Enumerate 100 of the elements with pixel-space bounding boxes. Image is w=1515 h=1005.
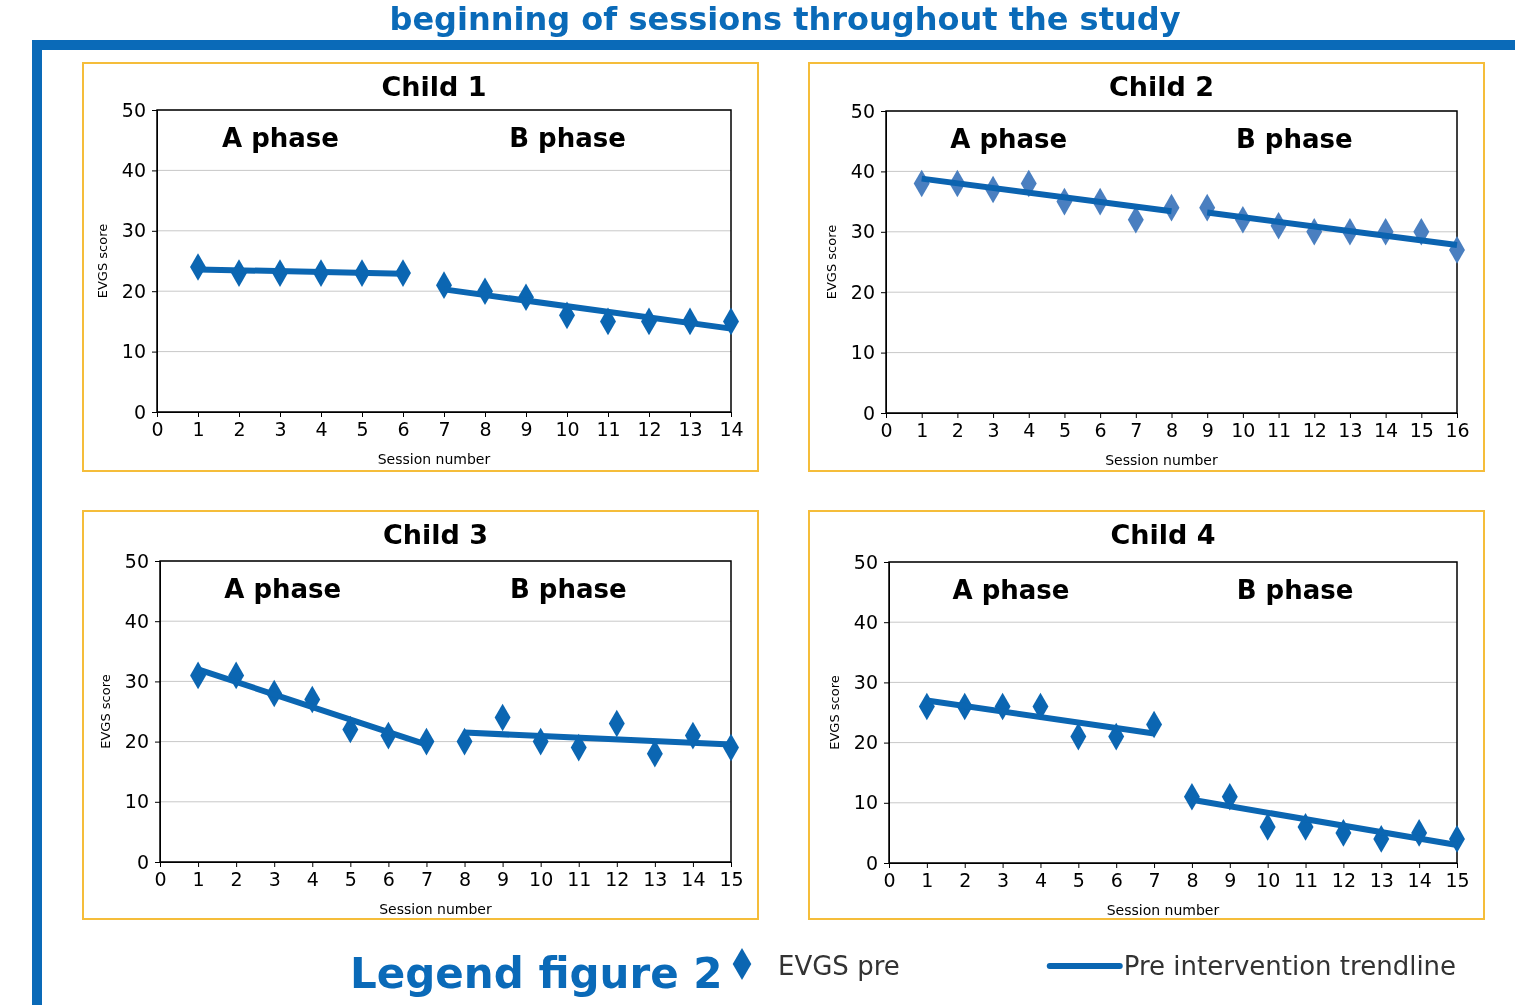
x-tick-label: 14: [1374, 419, 1399, 442]
x-tick-label: 8: [1165, 419, 1179, 442]
x-tick-label: 13: [643, 868, 668, 891]
annotation: A phase: [224, 574, 342, 604]
x-axis-title: Session number: [1106, 902, 1220, 918]
x-tick-label: 11: [1266, 419, 1292, 442]
x-tick-label: 6: [397, 418, 410, 441]
x-tick-label: 9: [520, 418, 533, 441]
x-tick-label: 10: [529, 868, 554, 891]
chart-title: Child 1: [381, 71, 487, 102]
x-tick-label: 5: [1072, 869, 1085, 892]
y-tick-label: 0: [862, 401, 875, 424]
x-tick-label: 9: [497, 868, 510, 891]
x-tick-label: 7: [438, 418, 451, 441]
x-tick-label: 15: [1409, 419, 1434, 442]
x-tick-label: 4: [315, 418, 328, 441]
x-tick-label: 1: [916, 419, 929, 442]
annotation: B phase: [509, 574, 627, 604]
chart-title: Child 3: [382, 519, 489, 550]
y-tick-label: 30: [850, 220, 875, 243]
x-tick-label: 7: [1130, 419, 1143, 442]
y-tick-label: 10: [121, 340, 146, 363]
x-tick-label: 2: [951, 419, 964, 442]
x-tick-label: 14: [719, 418, 744, 441]
x-tick-label: 5: [1058, 419, 1071, 442]
x-tick-label: 14: [1407, 869, 1432, 892]
y-axis-title: EVGS score: [824, 224, 839, 300]
x-tick-label: 7: [420, 868, 434, 891]
x-tick-label: 4: [306, 868, 319, 891]
x-tick-label: 9: [1224, 869, 1237, 892]
x-tick-label: 8: [479, 418, 492, 441]
y-tick-label: 30: [121, 219, 146, 242]
annotation: B phase: [509, 123, 626, 153]
y-tick-label: 0: [865, 851, 878, 874]
x-tick-label: 10: [1231, 419, 1256, 442]
text: beginning of sessions throughout the study: [389, 0, 1181, 38]
x-tick-label: 10: [1256, 869, 1281, 892]
annotation: A phase: [950, 124, 1068, 154]
x-tick-label: 1: [192, 868, 205, 891]
legend-title: Legend figure 2: [350, 949, 723, 998]
y-axis-title: EVGS score: [98, 674, 113, 749]
annotation: A phase: [952, 575, 1070, 605]
annotation: B phase: [1235, 124, 1353, 154]
y-tick-label: 50: [121, 98, 146, 121]
x-axis-title: Session number: [377, 451, 491, 467]
y-tick-label: 40: [850, 159, 875, 182]
x-tick-label: 0: [880, 419, 893, 442]
y-tick-label: 0: [133, 400, 146, 423]
x-tick-label: 8: [458, 868, 472, 891]
y-tick-label: 20: [850, 280, 875, 303]
x-tick-label: 2: [959, 869, 972, 892]
y-tick-label: 30: [853, 670, 878, 693]
x-tick-label: 4: [1034, 869, 1048, 892]
x-tick-label: 11: [1293, 869, 1319, 892]
y-tick-label: 40: [853, 610, 878, 633]
x-tick-label: 12: [637, 418, 662, 441]
x-tick-label: 8: [1186, 869, 1199, 892]
x-tick-label: 11: [596, 418, 621, 441]
y-tick-label: 50: [124, 549, 149, 572]
x-tick-label: 11: [567, 868, 592, 891]
x-tick-label: 14: [681, 868, 706, 891]
y-tick-label: 50: [853, 550, 878, 573]
x-tick-label: 15: [1445, 869, 1470, 892]
x-tick-label: 1: [921, 869, 934, 892]
x-tick-label: 15: [719, 868, 744, 891]
x-tick-label: 2: [230, 868, 243, 891]
y-tick-label: 20: [121, 279, 146, 302]
y-tick-label: 0: [136, 850, 149, 873]
annotation: B phase: [1236, 575, 1354, 605]
x-tick-label: 13: [1369, 869, 1394, 892]
y-tick-label: 10: [850, 341, 875, 364]
x-axis-title: Session number: [379, 901, 492, 917]
x-tick-label: 3: [268, 868, 281, 891]
y-tick-label: 50: [850, 99, 875, 122]
x-tick-label: 13: [1338, 419, 1363, 442]
chart-title: Child 2: [1108, 71, 1215, 102]
y-tick-label: 20: [124, 730, 149, 753]
x-tick-label: 4: [1023, 419, 1036, 442]
y-tick-label: 40: [121, 158, 146, 181]
x-tick-label: 16: [1445, 419, 1470, 442]
x-tick-label: 9: [1201, 419, 1214, 442]
x-tick-label: 10: [555, 418, 580, 441]
x-tick-label: 0: [154, 868, 167, 891]
x-tick-label: 12: [1331, 869, 1356, 892]
x-tick-label: 6: [1110, 869, 1123, 892]
x-tick-label: 12: [1302, 419, 1327, 442]
x-tick-label: 6: [1094, 419, 1107, 442]
x-axis-title: Session number: [1105, 452, 1218, 468]
y-tick-label: 10: [853, 791, 878, 814]
annotation: A phase: [222, 123, 339, 153]
legend-label: Pre intervention trendline: [1123, 951, 1457, 981]
y-tick-label: 30: [124, 669, 149, 692]
y-axis-title: EVGS score: [827, 675, 842, 750]
x-tick-label: 2: [233, 418, 246, 441]
x-tick-label: 0: [883, 869, 896, 892]
x-tick-label: 6: [382, 868, 395, 891]
y-tick-label: 20: [853, 731, 878, 754]
x-tick-label: 12: [605, 868, 630, 891]
x-tick-label: 7: [1148, 869, 1161, 892]
x-tick-label: 3: [987, 419, 1000, 442]
